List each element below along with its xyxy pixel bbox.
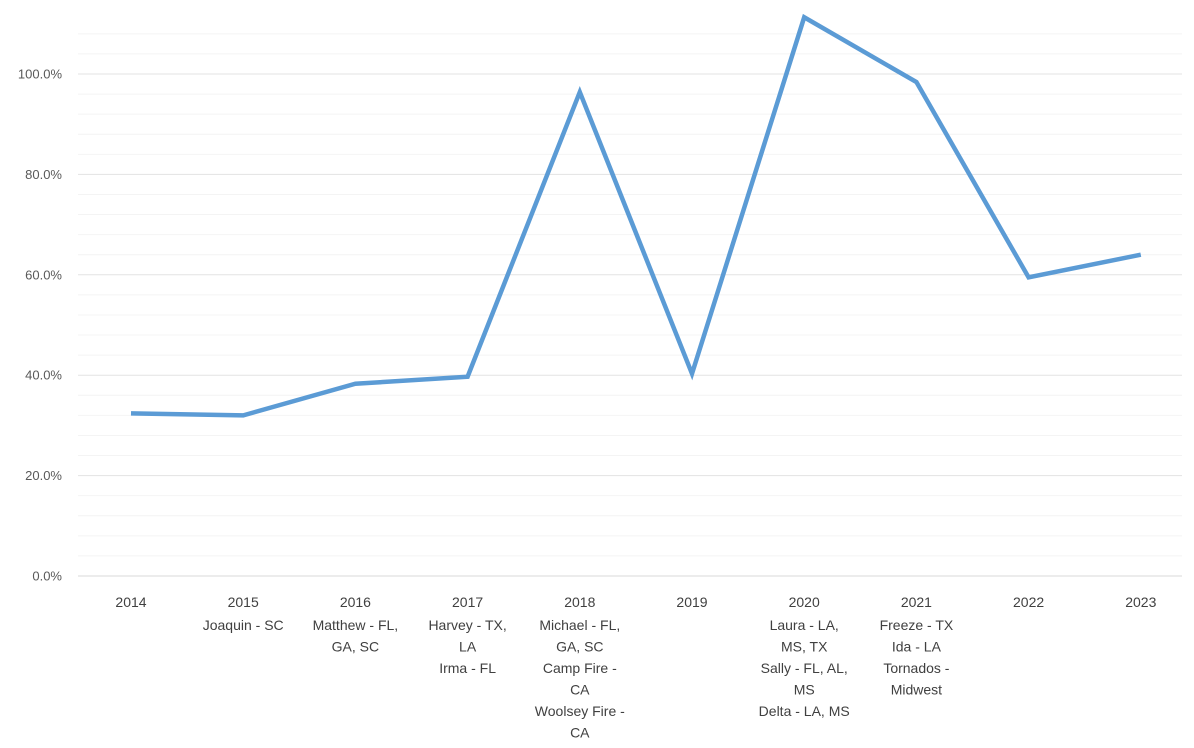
y-tick-label: 60.0% (25, 267, 62, 282)
x-tick-label: 2015 (228, 594, 259, 610)
major-gridlines (78, 73, 1182, 477)
y-tick-label: 20.0% (25, 468, 62, 483)
x-category-note: Joaquin - SC (203, 617, 284, 633)
x-tick-label: 2016 (340, 594, 371, 610)
x-tick-label: 2023 (1125, 594, 1156, 610)
x-tick-label: 2018 (564, 594, 595, 610)
y-tick-label: 0.0% (32, 569, 62, 584)
x-category-note: Sally - FL, AL, (761, 660, 848, 676)
x-category-note: Tornados - (883, 660, 949, 676)
x-tick-label: 2020 (789, 594, 820, 610)
x-category-note: GA, SC (332, 639, 379, 655)
x-category-note: Woolsey Fire - (535, 703, 625, 719)
x-tick-label: 2022 (1013, 594, 1044, 610)
x-axis-category-labels: 2014 2015 Joaquin - SC 2016 Matthew - FL, GA,… (115, 594, 1156, 741)
minor-gridlines (78, 33, 1182, 557)
x-category-note: Michael - FL, (539, 617, 620, 633)
y-axis-tick-labels: 0.0% 20.0% 40.0% 60.0% 80.0% 100.0% (18, 67, 63, 584)
x-category-note: Freeze - TX (880, 617, 954, 633)
x-category-note: CA (570, 725, 590, 741)
series-line (130, 13, 1142, 418)
x-category-note: Camp Fire - (543, 660, 617, 676)
x-category-note: Ida - LA (892, 639, 942, 655)
x-category-note: Laura - LA, (770, 617, 839, 633)
series-group (130, 13, 1142, 418)
x-category-note: CA (570, 682, 590, 698)
x-category-note: Irma - FL (439, 660, 496, 676)
y-tick-label: 80.0% (25, 167, 62, 182)
x-tick-label: 2014 (115, 594, 146, 610)
x-tick-label: 2019 (676, 594, 707, 610)
x-category-note: Matthew - FL, (313, 617, 399, 633)
x-tick-label: 2017 (452, 594, 483, 610)
y-tick-label: 40.0% (25, 368, 62, 383)
y-tick-label: 100.0% (18, 67, 63, 82)
x-category-note: Midwest (891, 682, 942, 698)
x-category-note: MS (794, 682, 815, 698)
x-tick-label: 2021 (901, 594, 932, 610)
x-category-note: MS, TX (781, 639, 828, 655)
x-category-note: Delta - LA, MS (759, 703, 850, 719)
x-category-note: Harvey - TX, (428, 617, 506, 633)
x-category-note: LA (459, 639, 477, 655)
x-category-note: GA, SC (556, 639, 603, 655)
